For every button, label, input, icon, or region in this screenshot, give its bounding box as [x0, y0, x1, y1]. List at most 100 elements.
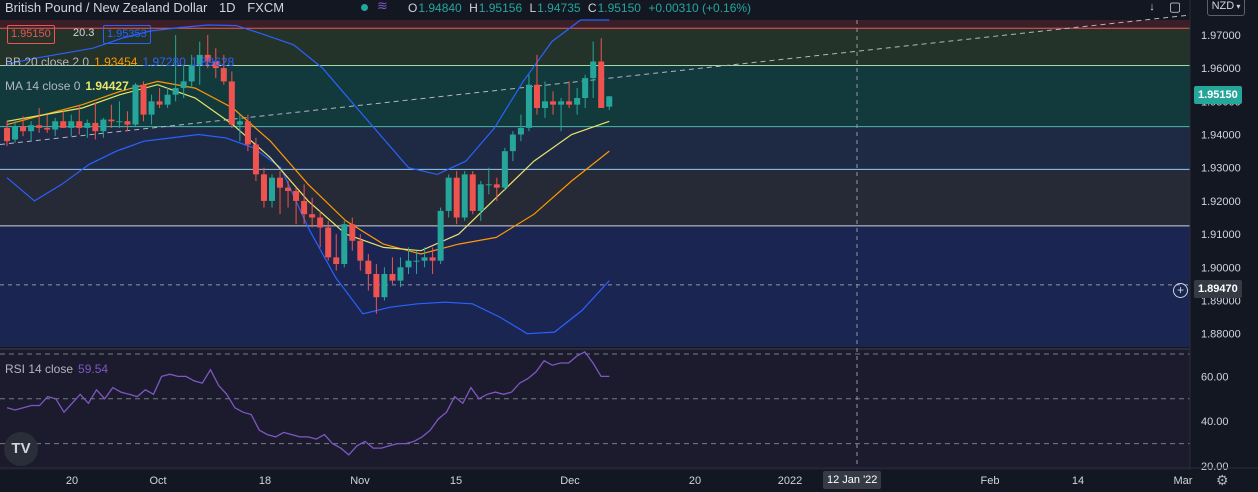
candle-body: [60, 121, 67, 128]
candle-body: [140, 84, 147, 115]
candle-body: [84, 122, 91, 128]
rsi-y-tick-label: 20.00: [1201, 461, 1229, 473]
candle-body: [333, 257, 340, 265]
x-tick-label: Oct: [149, 475, 166, 487]
candle-body: [204, 54, 211, 62]
settings-icon[interactable]: ⚙: [1216, 472, 1229, 488]
candle-body: [525, 84, 532, 128]
candle-body: [180, 81, 187, 89]
y-tick-label: 1.89000: [1201, 296, 1241, 308]
add-alert-icon[interactable]: +: [1173, 283, 1188, 298]
candle-body: [236, 121, 243, 125]
fullscreen-icon[interactable]: ▢: [1168, 0, 1182, 14]
candle-body: [582, 78, 589, 99]
candle-body: [533, 84, 540, 108]
y-tick-label: 1.92000: [1201, 196, 1241, 208]
candle-body: [461, 174, 468, 218]
candle-body: [252, 144, 259, 175]
level-zone: [0, 225, 1190, 347]
candle-body: [164, 94, 171, 105]
price-axis-background: [1190, 0, 1258, 492]
y-tick-label: 1.88000: [1201, 329, 1241, 341]
candle-body: [148, 101, 155, 115]
candle-body: [598, 61, 605, 108]
candle-body: [244, 121, 251, 145]
candle-body: [172, 88, 179, 95]
x-tick-label: Feb: [981, 475, 1000, 487]
bb-basis-line: [6, 80, 610, 255]
spread-value: 20.3: [73, 27, 95, 39]
bb-indicator-legend[interactable]: BB 20 close 2 0 1.93454 1.97280 1.89628: [5, 55, 235, 69]
rsi-line: [6, 350, 610, 456]
candle-body: [188, 64, 195, 82]
y-tick-label: 1.93000: [1201, 163, 1241, 175]
level-zone: [0, 20, 1190, 29]
candle-body: [477, 184, 484, 211]
ma14-line: [6, 84, 610, 252]
last-price-badge: 1.95150: [1194, 86, 1242, 104]
candle-body: [542, 101, 549, 108]
candle-body: [20, 126, 27, 132]
candle-body: [212, 61, 219, 69]
currency-selector[interactable]: NZD ▾: [1207, 0, 1245, 16]
candle-body: [92, 122, 99, 132]
candle-body: [317, 217, 324, 228]
candle-body: [277, 177, 284, 188]
ohlc-values: O1.94840 H1.95156 L1.94735 C1.95150 +0.0…: [408, 1, 752, 15]
exchange: FXCM: [247, 0, 285, 15]
candle-body: [196, 54, 203, 65]
interval[interactable]: 1D: [218, 0, 236, 15]
candle-body: [341, 224, 348, 265]
candle-body: [381, 273, 388, 298]
y-tick-label: 1.97000: [1201, 30, 1241, 42]
symbol-header[interactable]: British Pound / New Zealand Dollar 1D FX…: [5, 0, 284, 15]
bb-lower-line: [6, 133, 610, 335]
buy-button[interactable]: 1.95353: [103, 25, 151, 44]
x-tick-label: 14: [1072, 475, 1084, 487]
candle-body: [357, 240, 364, 261]
candle-body: [566, 101, 573, 105]
candle-body: [501, 151, 508, 188]
scroll-down-icon[interactable]: ↓: [1149, 1, 1155, 13]
candle-body: [228, 81, 235, 125]
candle-body: [268, 177, 275, 201]
candle-body: [36, 125, 43, 128]
rsi-pane-background: [0, 350, 1190, 470]
candle-body: [397, 267, 404, 281]
candle-body: [558, 101, 565, 105]
candle-body: [260, 174, 267, 201]
x-tick-label: 18: [259, 475, 271, 487]
y-tick-label: 1.94000: [1201, 130, 1241, 142]
level-zone: [0, 169, 1190, 226]
candle-body: [156, 101, 163, 105]
candle-body: [509, 134, 516, 152]
candle-body: [606, 96, 613, 107]
symbol-name[interactable]: British Pound / New Zealand Dollar: [5, 0, 208, 15]
candle-body: [44, 127, 51, 130]
candle-body: [469, 174, 476, 211]
candle-body: [365, 260, 372, 274]
candle-body: [421, 257, 428, 261]
candle-body: [349, 224, 356, 241]
tradingview-logo[interactable]: TV: [4, 432, 38, 466]
candle-body: [100, 119, 107, 132]
candle-body: [285, 187, 292, 191]
crosshair-price-badge: 1.89470: [1194, 280, 1242, 298]
market-status-dot: [361, 4, 368, 11]
x-tick-label: 15: [450, 475, 462, 487]
ma-indicator-legend[interactable]: MA 14 close 0 1.94427: [5, 79, 129, 93]
candle-body: [485, 184, 492, 186]
chevron-down-icon: ▾: [1234, 2, 1241, 11]
rsi-y-tick-label: 40.00: [1201, 416, 1229, 428]
candle-body: [574, 98, 581, 105]
x-tick-label: 20: [66, 475, 78, 487]
x-tick-label: 20: [689, 475, 701, 487]
rsi-y-tick-label: 60.00: [1201, 371, 1229, 383]
candle-body: [132, 84, 139, 125]
trend-line: [0, 14, 1191, 145]
candle-body: [28, 125, 35, 132]
rsi-indicator-legend[interactable]: RSI 14 close 59.54: [5, 362, 109, 376]
sell-button[interactable]: 1.95150: [7, 25, 55, 44]
